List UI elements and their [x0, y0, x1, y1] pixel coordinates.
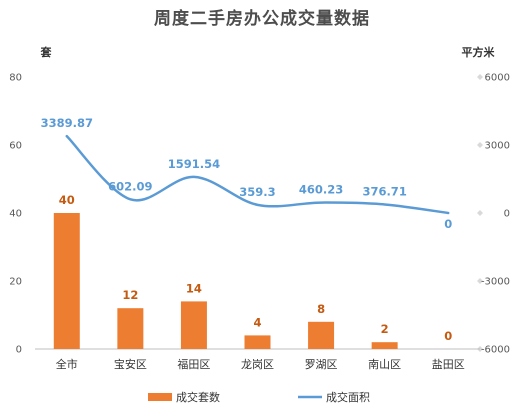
bar-value-label: 14	[186, 281, 202, 295]
bar	[371, 342, 398, 349]
category-label: 盐田区	[432, 358, 465, 371]
left-tick-label: 60	[9, 141, 22, 152]
legend-swatch-bar	[148, 393, 172, 401]
right-tick-label: 3000	[485, 141, 510, 152]
left-tick-label: 40	[9, 209, 22, 220]
bar	[244, 335, 271, 349]
category-label: 宝安区	[114, 357, 147, 371]
right-tick-label: -3000	[481, 277, 510, 288]
left-tick-label: 20	[9, 277, 22, 288]
line-value-label: 376.71	[362, 184, 406, 198]
chart-title: 周度二手房办公成交量数据	[154, 8, 370, 29]
bar-value-label: 8	[317, 302, 325, 316]
line-value-label: 3389.87	[41, 116, 93, 130]
bar	[53, 213, 80, 349]
bar-value-label: 40	[59, 193, 75, 207]
left-axis-unit: 套	[41, 45, 53, 59]
right-tick-label: 6000	[485, 73, 510, 84]
category-label: 罗湖区	[305, 358, 338, 371]
line-value-label: 460.23	[299, 183, 343, 197]
line-value-label: 602.09	[108, 179, 152, 193]
left-tick-label: 0	[16, 345, 22, 356]
line-value-label: 359.3	[239, 185, 275, 199]
legend-label-line: 成交面积	[326, 390, 370, 404]
category-label: 全市	[56, 357, 78, 371]
legend-label-bar: 成交套数	[176, 390, 220, 404]
category-label: 南山区	[368, 358, 401, 371]
bar	[180, 301, 207, 349]
bar	[117, 308, 144, 349]
category-label: 龙岗区	[241, 358, 274, 371]
right-tick-marker	[477, 278, 483, 284]
left-tick-label: 80	[9, 73, 22, 84]
line-value-label: 1591.54	[168, 157, 220, 171]
right-tick-label: 0	[504, 209, 510, 220]
area-series-line	[65, 134, 450, 215]
bar-value-label: 4	[253, 315, 261, 329]
bar-value-label: 0	[444, 329, 452, 343]
line-value-label: 0	[444, 217, 452, 231]
right-axis-unit: 平方米	[462, 45, 496, 59]
bar	[308, 321, 335, 349]
right-tick-marker	[477, 74, 483, 80]
right-tick-marker	[477, 210, 483, 216]
category-label: 福田区	[177, 357, 210, 371]
bar-value-label: 12	[122, 288, 138, 302]
bar-value-label: 2	[381, 322, 389, 336]
right-tick-label: -6000	[481, 345, 510, 356]
right-tick-marker	[477, 142, 483, 148]
